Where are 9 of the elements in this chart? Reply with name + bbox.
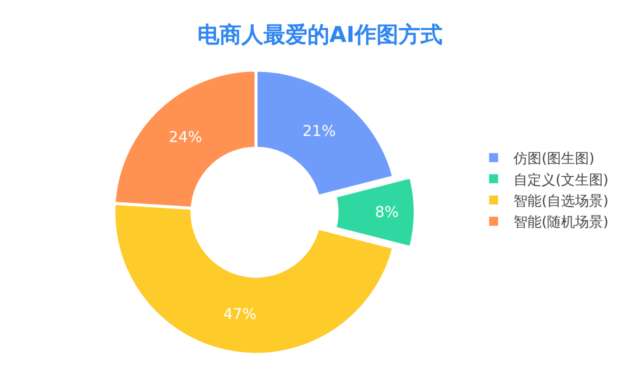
data-label: 47% <box>223 305 257 324</box>
data-label: 21% <box>302 122 336 140</box>
legend-label: 自定义(文生图) <box>514 172 609 188</box>
chart-title: 电商人最爱的AI作图方式 <box>197 22 443 48</box>
legend-label: 智能(随机场景) <box>514 214 609 231</box>
data-label: 24% <box>168 128 202 146</box>
legend-label: 智能(自选场景) <box>514 193 609 210</box>
legend-label: 仿图(图生图) <box>512 151 595 168</box>
data-label: 8% <box>374 203 399 222</box>
